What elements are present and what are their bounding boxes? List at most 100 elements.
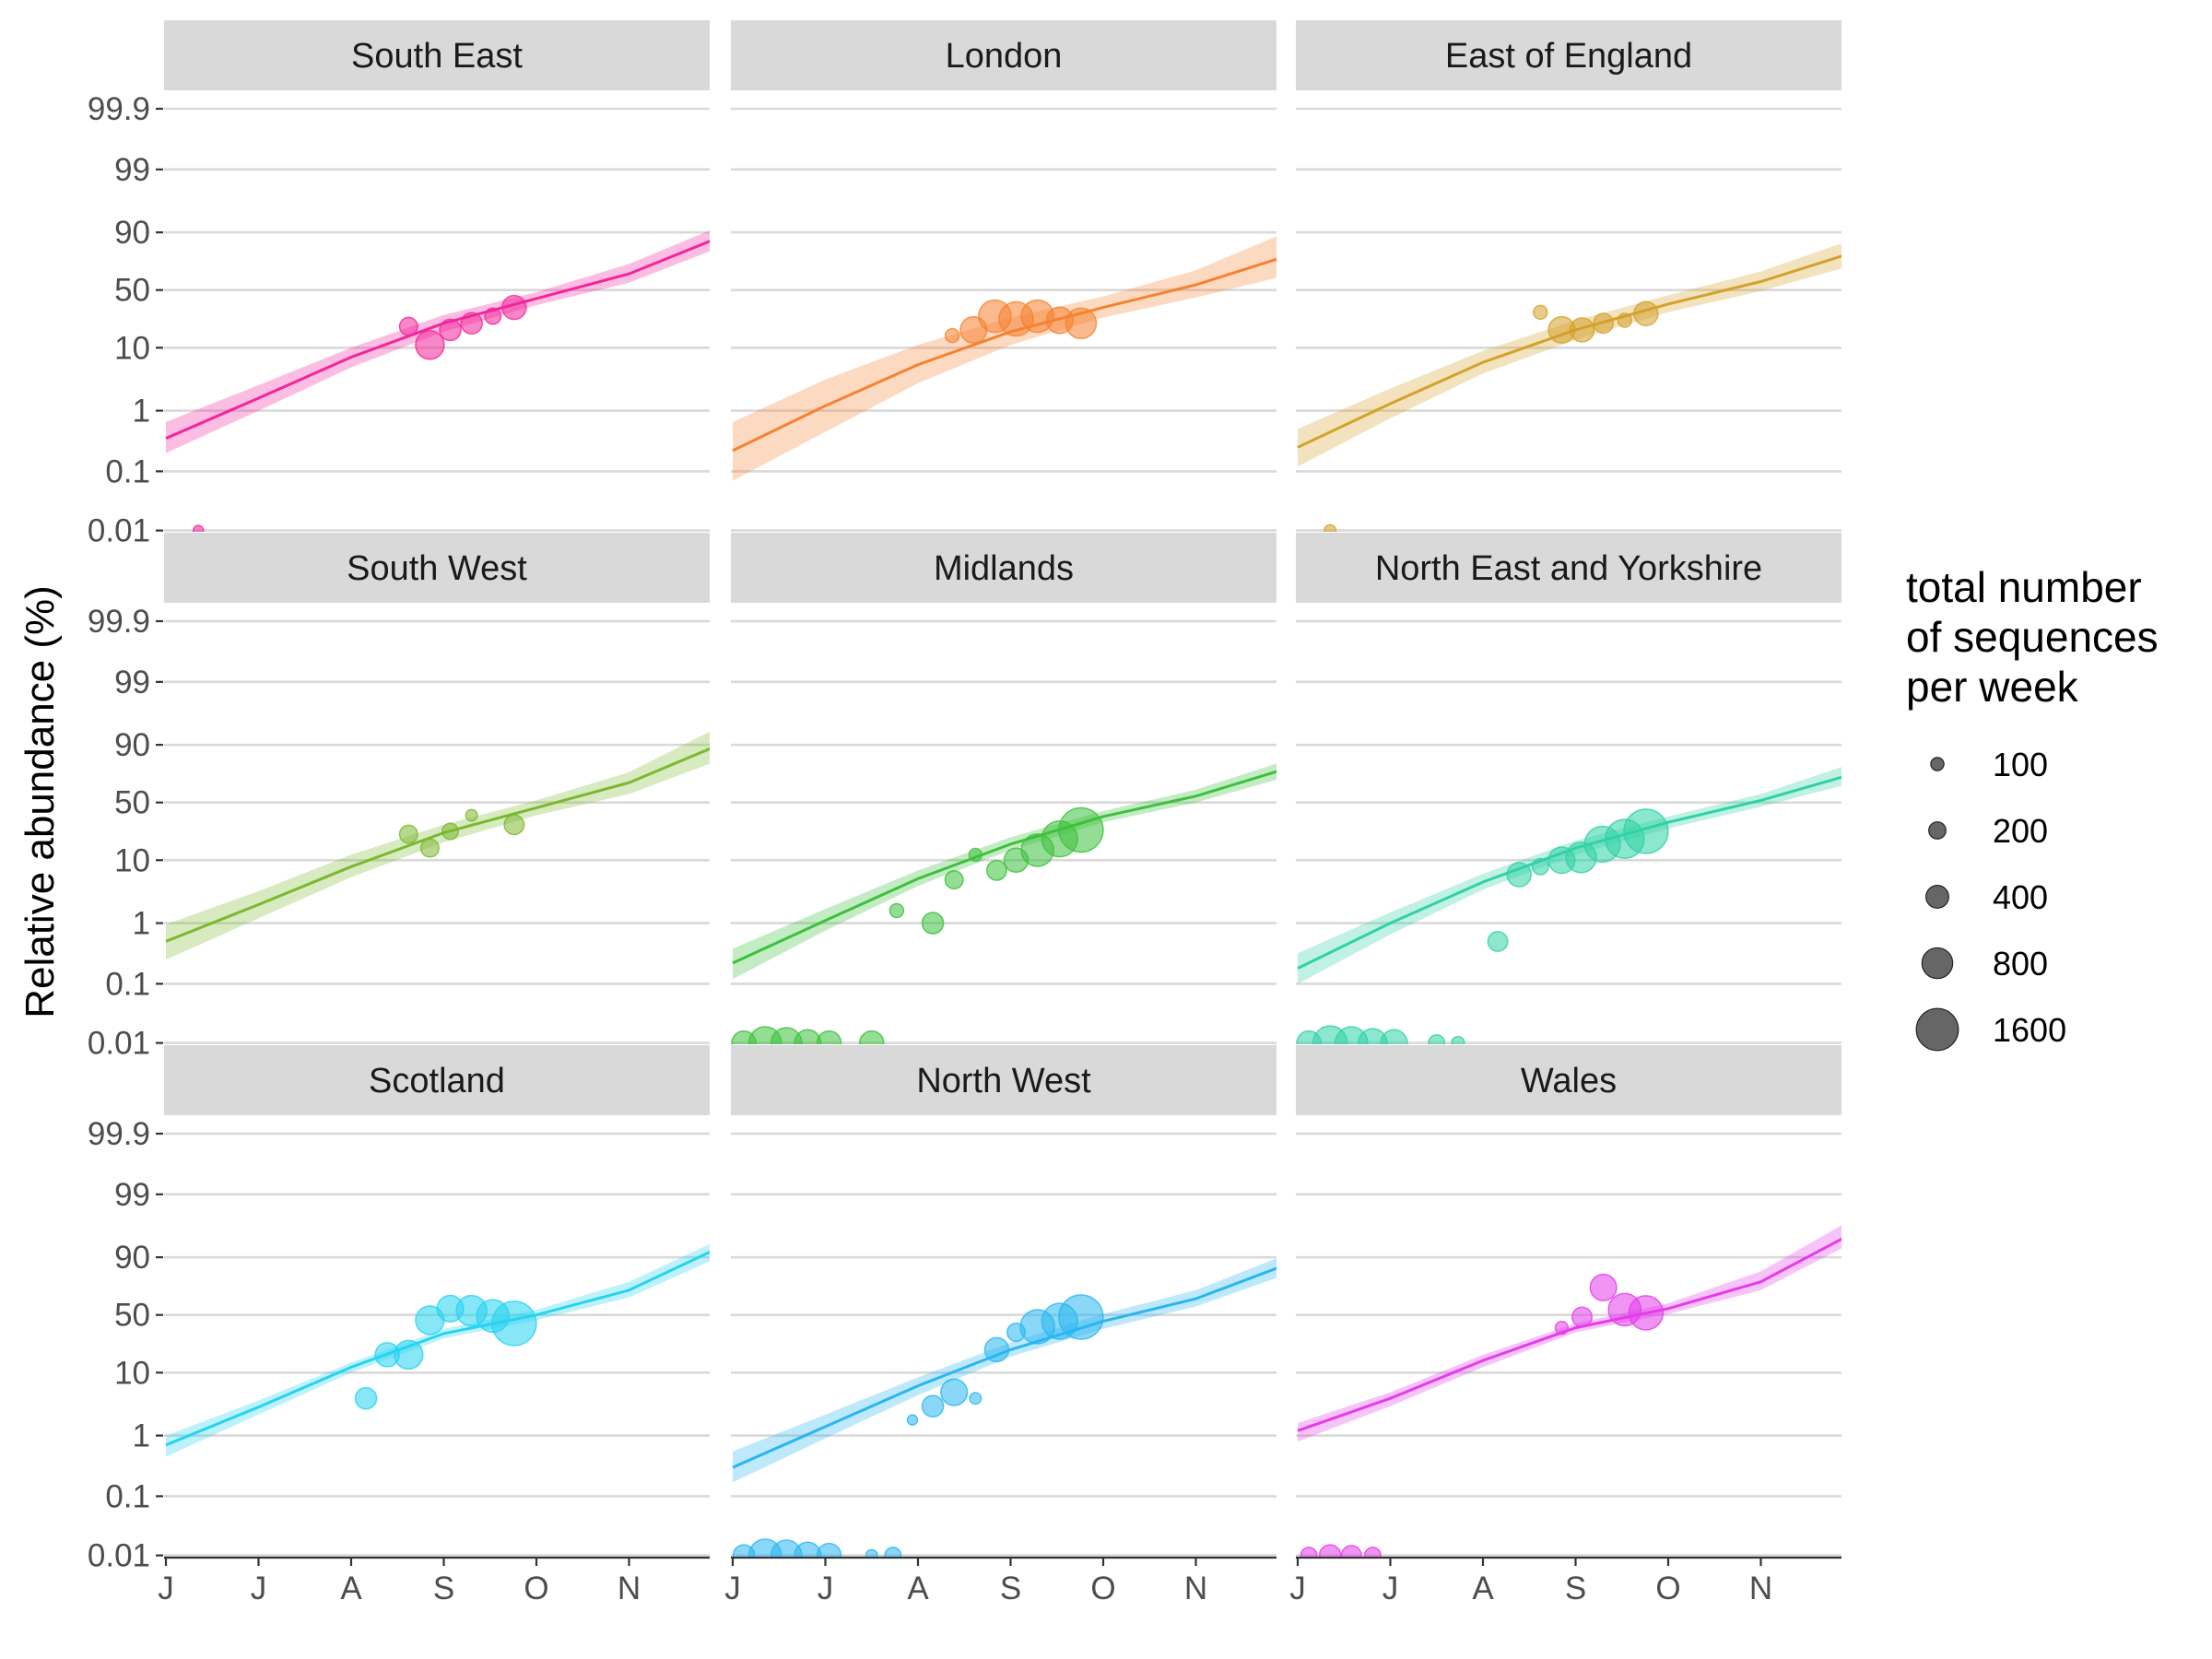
data-point (921, 1394, 945, 1418)
plot-area (1297, 1225, 1841, 1557)
legend-title-line: of sequences (1906, 613, 2159, 661)
x-tick-label: O (524, 1571, 548, 1606)
data-point (484, 307, 502, 325)
confidence-band (1298, 1225, 1841, 1441)
fit-line (732, 1266, 1277, 1469)
strip-label: Midlands (934, 549, 1074, 588)
panel: Scotland 0.01 0.1 1 10 50 90 99 99.9 J J A S O N (88, 1045, 710, 1606)
data-point (1380, 1029, 1408, 1044)
data-point (865, 1548, 878, 1557)
y-tick-label: 0.01 (88, 1538, 150, 1574)
confidence-band (166, 1243, 710, 1457)
data-point (968, 847, 982, 863)
data-point (1300, 1547, 1318, 1557)
x-tick-label: J (158, 1571, 174, 1606)
y-tick-label: 90 (114, 1240, 150, 1276)
confidence-band (733, 236, 1277, 481)
x-tick-label: J (1382, 1571, 1399, 1606)
strip-background (731, 20, 1277, 90)
y-tick-label: 0.1 (105, 966, 150, 1002)
confidence-band (166, 230, 710, 453)
confidence-band (733, 763, 1277, 980)
y-tick-label: 90 (114, 727, 150, 763)
legend-size-label: 200 (1993, 812, 2048, 850)
plot-area (1297, 243, 1841, 532)
data-point (465, 808, 478, 822)
data-point (1571, 1306, 1593, 1328)
data-point (1617, 312, 1633, 328)
strip-label: Scotland (369, 1062, 505, 1100)
plot-area (165, 230, 710, 532)
plot-area (165, 1243, 710, 1457)
confidence-band (166, 731, 710, 960)
plot-area (732, 1258, 1277, 1557)
y-tick-label: 99.9 (88, 91, 150, 127)
data-point (394, 1339, 424, 1371)
strip-label: London (946, 37, 1063, 76)
y-tick-label: 50 (114, 1298, 150, 1334)
x-tick-label: J (1289, 1571, 1306, 1606)
y-tick-label: 99 (114, 152, 150, 188)
data-point (1628, 1295, 1665, 1331)
data-point (419, 838, 440, 858)
y-tick-label: 90 (114, 215, 150, 251)
plot-area (731, 763, 1277, 1044)
legend-title-line: per week (1906, 663, 2079, 711)
strip-label: South East (351, 37, 523, 76)
y-tick-label: 50 (114, 273, 150, 309)
plot-area (1296, 767, 1841, 1044)
x-tick-label: N (618, 1571, 641, 1606)
data-point (441, 822, 460, 841)
x-tick-label: N (1184, 1571, 1207, 1606)
data-point (501, 294, 527, 321)
x-tick-label: J (818, 1571, 834, 1606)
data-point (816, 1030, 842, 1044)
x-tick-label: O (1655, 1571, 1680, 1606)
confidence-band (1298, 243, 1841, 467)
data-point (503, 814, 525, 836)
data-point (1589, 1273, 1618, 1301)
legend-size-marker (1930, 757, 1945, 771)
data-point (1506, 862, 1532, 888)
data-point (1058, 806, 1104, 853)
data-point (439, 318, 462, 342)
confidence-band (1298, 767, 1841, 984)
strip-background (1296, 20, 1841, 90)
fit-line (732, 770, 1277, 965)
strip-label: South West (347, 549, 527, 588)
y-tick-label: 10 (114, 1355, 150, 1391)
y-tick-label: 99 (114, 1177, 150, 1213)
strip-background (731, 533, 1277, 603)
data-point (1340, 1545, 1362, 1557)
data-point (1058, 1294, 1104, 1340)
data-point (1065, 307, 1098, 340)
x-tick-label: J (724, 1571, 741, 1606)
data-point (398, 824, 418, 844)
y-tick-label: 10 (114, 842, 150, 878)
y-tick-label: 99 (114, 665, 150, 700)
data-point (944, 327, 960, 344)
data-point (354, 1386, 378, 1410)
fit-line (165, 1250, 710, 1447)
strip-background (164, 20, 710, 90)
data-point (816, 1542, 842, 1557)
strip-background (164, 533, 710, 603)
data-point (1324, 524, 1337, 532)
panel: Midlands (731, 533, 1277, 1044)
data-point (940, 1378, 969, 1406)
data-point (1428, 1034, 1446, 1044)
data-point (921, 912, 945, 935)
y-tick-label: 0.1 (105, 1478, 150, 1514)
y-tick-label: 10 (114, 330, 150, 366)
legend-size-label: 400 (1993, 878, 2048, 916)
legend-size-marker (1915, 1007, 1959, 1052)
x-tick-label: S (433, 1571, 454, 1606)
panel: North East and Yorkshire (1296, 533, 1841, 1044)
legend-size-marker (1928, 821, 1947, 840)
data-point (1533, 304, 1548, 321)
y-tick-label: 0.01 (88, 513, 150, 549)
data-point (888, 902, 905, 919)
data-point (192, 524, 205, 532)
y-axis-title: Relative abundance (%) (18, 585, 63, 1018)
